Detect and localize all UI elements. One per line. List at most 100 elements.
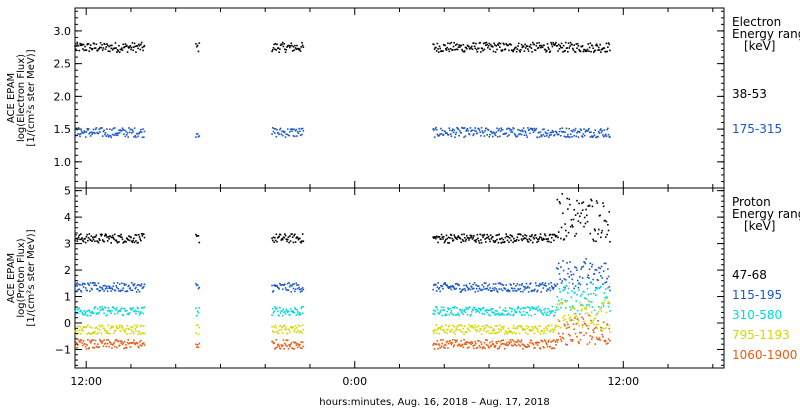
- proton-point-1060-1900: [121, 340, 123, 343]
- proton-point-115-195: [591, 263, 594, 266]
- proton-point-310-580: [519, 311, 521, 314]
- proton-point-795-1193: [195, 332, 197, 334]
- proton-point-1060-1900: [433, 342, 435, 345]
- proton-point-115-195: [597, 266, 600, 269]
- proton-point-795-1193: [442, 328, 445, 331]
- proton-point-310-580: [576, 293, 578, 296]
- proton-point-795-1193: [476, 328, 479, 331]
- proton-point-47-68: [574, 235, 576, 237]
- proton-point-795-1193: [583, 307, 586, 309]
- proton-point-115-195: [538, 285, 540, 287]
- proton-point-115-195: [592, 278, 594, 281]
- proton-point-310-580: [444, 313, 447, 315]
- proton-point-1060-1900: [562, 332, 564, 335]
- proton-point-310-580: [494, 309, 497, 312]
- proton-point-310-580: [137, 307, 139, 310]
- proton-point-115-195: [534, 288, 536, 291]
- proton-point-795-1193: [509, 331, 512, 334]
- electron-point-38-53: [588, 50, 590, 53]
- proton-point-1060-1900: [76, 346, 79, 349]
- proton-point-47-68: [557, 236, 559, 239]
- proton-point-795-1193: [494, 332, 496, 334]
- proton-point-1060-1900: [464, 341, 467, 344]
- proton-point-47-68: [442, 238, 444, 240]
- proton-point-310-580: [454, 305, 456, 308]
- proton-point-795-1193: [482, 325, 484, 327]
- proton-point-47-68: [553, 233, 556, 236]
- proton-point-310-580: [104, 307, 107, 309]
- proton-point-115-195: [290, 290, 293, 293]
- electron-point-175-315: [512, 127, 514, 129]
- electron-point-38-53: [564, 49, 566, 52]
- electron-point-38-53: [608, 43, 611, 46]
- proton-point-795-1193: [101, 324, 104, 327]
- proton-point-47-68: [115, 239, 117, 242]
- electron-point-175-315: [101, 135, 104, 137]
- proton-point-795-1193: [547, 324, 550, 327]
- proton-point-310-580: [537, 305, 540, 308]
- proton-point-1060-1900: [586, 343, 589, 346]
- proton-point-115-195: [553, 286, 555, 289]
- electron-point-38-53: [548, 48, 550, 50]
- proton-point-115-195: [447, 286, 449, 288]
- electron-point-38-53: [576, 43, 579, 45]
- electron-point-175-315: [590, 135, 593, 137]
- proton-point-47-68: [515, 240, 517, 242]
- electron-point-38-53: [79, 42, 81, 45]
- electron-point-38-53: [435, 50, 438, 52]
- electron-point-175-315: [442, 133, 445, 136]
- proton-point-795-1193: [456, 326, 458, 328]
- electron-point-38-53: [291, 44, 293, 47]
- electron-point-175-315: [468, 133, 471, 136]
- proton-point-1060-1900: [108, 345, 110, 348]
- electron-point-175-315: [105, 135, 108, 137]
- proton-point-47-68: [606, 233, 608, 236]
- proton-point-115-195: [473, 282, 476, 284]
- proton-point-115-195: [446, 284, 449, 287]
- proton-point-115-195: [507, 288, 510, 291]
- proton-point-47-68: [503, 240, 506, 243]
- proton-point-795-1193: [119, 330, 122, 332]
- proton-point-310-580: [292, 310, 295, 312]
- electron-point-38-53: [302, 46, 305, 48]
- proton-point-1060-1900: [518, 340, 521, 343]
- proton-point-47-68: [274, 236, 276, 239]
- proton-point-310-580: [141, 307, 144, 309]
- proton-point-115-195: [433, 284, 435, 287]
- electron-point-38-53: [462, 43, 465, 46]
- proton-point-310-580: [478, 311, 481, 314]
- proton-point-47-68: [462, 240, 465, 242]
- electron-point-38-53: [447, 48, 450, 51]
- electron-point-175-315: [560, 134, 562, 137]
- proton-point-795-1193: [499, 324, 501, 327]
- proton-point-310-580: [557, 308, 559, 311]
- proton-point-1060-1900: [506, 344, 509, 347]
- electron-point-175-315: [89, 135, 92, 137]
- proton-point-47-68: [273, 241, 275, 244]
- proton-point-310-580: [301, 312, 304, 315]
- proton-point-115-195: [82, 282, 84, 285]
- proton-point-795-1193: [478, 330, 481, 333]
- electron-point-38-53: [101, 44, 103, 46]
- proton-point-115-195: [603, 262, 606, 265]
- proton-point-310-580: [560, 306, 562, 309]
- proton-point-310-580: [287, 310, 290, 312]
- proton-point-795-1193: [277, 332, 280, 335]
- electron-point-38-53: [496, 43, 499, 46]
- proton-point-795-1193: [601, 327, 604, 329]
- electron-point-38-53: [449, 47, 452, 50]
- proton-point-795-1193: [113, 332, 115, 334]
- proton-point-310-580: [597, 287, 599, 289]
- proton-point-795-1193: [135, 326, 138, 328]
- proton-point-795-1193: [433, 332, 435, 334]
- proton-point-795-1193: [515, 326, 518, 329]
- proton-point-310-580: [593, 309, 596, 312]
- proton-point-795-1193: [554, 326, 557, 329]
- proton-point-47-68: [125, 237, 128, 239]
- proton-point-1060-1900: [124, 346, 127, 349]
- proton-point-1060-1900: [117, 340, 120, 343]
- proton-point-47-68: [494, 239, 497, 242]
- proton-point-310-580: [451, 313, 453, 315]
- proton-point-115-195: [123, 284, 126, 287]
- electron-point-175-315: [469, 127, 472, 129]
